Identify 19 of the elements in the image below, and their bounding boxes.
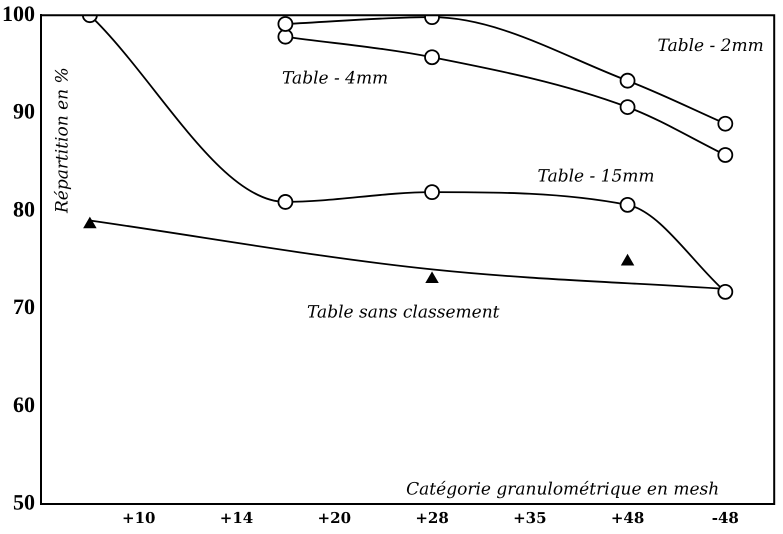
series-label: Table - 15mm	[538, 166, 655, 186]
x-tick-label: +48	[610, 508, 644, 527]
x-axis-title: Catégorie granulométrique en mesh	[406, 479, 720, 500]
y-tick-label: 50	[13, 490, 35, 515]
x-tick-label: -48	[712, 508, 739, 527]
series-label: Table - 2mm	[658, 36, 764, 56]
y-tick-label: 80	[13, 196, 35, 222]
x-tick-label: +10	[122, 508, 156, 527]
text: Table sans classement	[307, 302, 500, 323]
x-tick-label: +14	[220, 508, 254, 527]
x-tick-label: +20	[318, 508, 352, 527]
y-tick-label: 100	[2, 0, 35, 26]
y-tick-label: 90	[13, 98, 35, 124]
series-label: Table - 4mm	[282, 68, 388, 89]
x-tick-label: +28	[415, 508, 449, 527]
y-tick-label: 60	[13, 392, 35, 417]
y-tick-label: 70	[13, 294, 35, 320]
y-axis-title: Répartition en %	[52, 67, 72, 214]
x-tick-label: +35	[513, 508, 547, 527]
